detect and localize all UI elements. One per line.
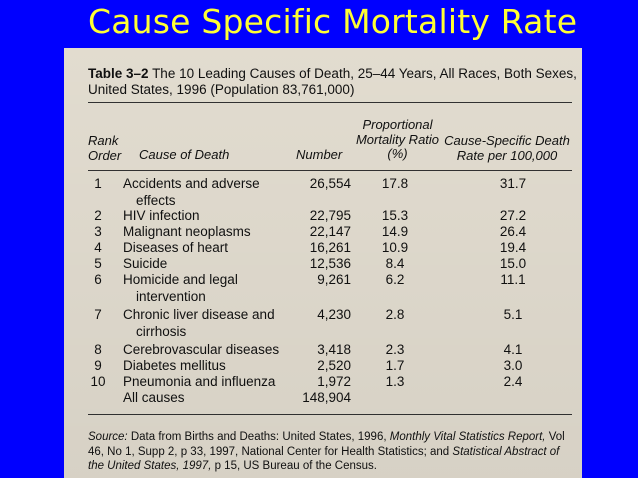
table-row: 7 Chronic liver disease and cirrhosis 4,…: [94, 307, 523, 339]
header-rank: Rank Order: [88, 133, 122, 163]
table-row: 6 Homicide and legal intervention 9,261 …: [94, 272, 526, 304]
table-label: Table 3–2: [88, 66, 149, 81]
scanned-textbook-page: Table 3–2 The 10 Leading Causes of Death…: [64, 48, 582, 478]
header-number: Number: [296, 147, 343, 162]
table-caption-text: The 10 Leading Causes of Death, 25–44 Ye…: [88, 66, 577, 97]
slide-title: Cause Specific Mortality Rate: [88, 2, 578, 41]
header-bottom-rule: [88, 170, 572, 171]
table-row: 8 Cerebrovascular diseases 3,418 2.3 4.1: [94, 342, 523, 357]
table-row: 10 Pneumonia and influenza 1,972 1.3 2.4: [90, 374, 523, 389]
table-top-rule: [88, 102, 572, 103]
header-pmr: Proportional Mortality Ratio (%): [355, 117, 440, 161]
table-row: 5 Suicide 12,536 8.4 15.0: [94, 256, 527, 271]
table-row: 4 Diseases of heart 16,261 10.9 19.4: [94, 240, 527, 255]
header-cause: Cause of Death: [139, 147, 230, 162]
table-source-note: Source: Data from Births and Deaths: Uni…: [88, 431, 565, 472]
table-row-total: All causes 148,904: [123, 390, 351, 405]
table-row: 9 Diabetes mellitus 2,520 1.7 3.0: [94, 358, 523, 373]
table-row: 2 HIV infection 22,795 15.3 27.2: [94, 208, 527, 223]
header-rate: Cause-Specific Death Rate per 100,000: [444, 133, 570, 163]
table-caption: Table 3–2 The 10 Leading Causes of Death…: [88, 66, 578, 98]
table-row: 1 Accidents and adverse effects 26,554 1…: [94, 176, 527, 208]
table-bottom-rule: [88, 414, 572, 415]
table-row: 3 Malignant neoplasms 22,147 14.9 26.4: [94, 224, 527, 239]
